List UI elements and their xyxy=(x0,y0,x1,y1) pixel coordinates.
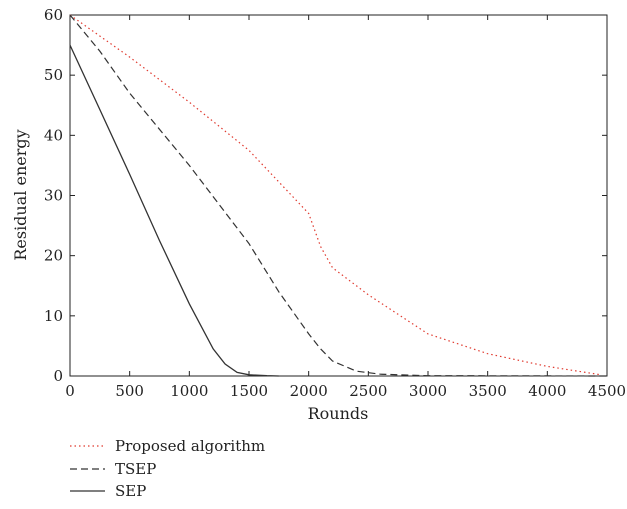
y-axis: 0 10 20 30 40 50 60 xyxy=(44,6,607,385)
x-tick-label: 1000 xyxy=(170,382,208,400)
x-tick-label: 500 xyxy=(115,382,144,400)
series-line-proposed-algorithm xyxy=(69,14,602,376)
x-tick-label: 3000 xyxy=(409,382,447,400)
legend-label-proposed-algorithm: Proposed algorithm xyxy=(115,437,265,455)
y-axis-title: Residual energy xyxy=(11,129,30,260)
y-tick-label: 60 xyxy=(44,6,63,24)
y-tick-label: 40 xyxy=(44,126,63,144)
x-tick-label: 4500 xyxy=(588,382,626,400)
x-tick-label: 2000 xyxy=(290,382,328,400)
x-tick-label: 3500 xyxy=(469,382,507,400)
x-tick-label: 4000 xyxy=(528,382,566,400)
x-axis: 0 500 1000 1500 2000 2500 3000 3500 4000 4500 xyxy=(65,15,626,400)
x-tick-label: 1500 xyxy=(230,382,268,400)
x-tick-label: 2500 xyxy=(349,382,387,400)
legend: Proposed algorithm TSEP SEP xyxy=(70,437,265,500)
legend-label-tsep: TSEP xyxy=(115,460,156,478)
y-tick-label: 50 xyxy=(44,66,63,84)
y-tick-label: 10 xyxy=(44,307,63,325)
x-axis-title: Rounds xyxy=(308,404,369,423)
series-lines xyxy=(69,14,608,377)
y-tick-label: 30 xyxy=(44,187,63,205)
x-tick-label: 0 xyxy=(65,382,75,400)
plot-frame xyxy=(69,14,608,377)
series-line-sep xyxy=(69,44,279,377)
legend-label-sep: SEP xyxy=(115,482,146,500)
y-tick-label: 0 xyxy=(53,367,63,385)
series-line-tsep xyxy=(69,14,608,377)
y-tick-label: 20 xyxy=(44,247,63,265)
